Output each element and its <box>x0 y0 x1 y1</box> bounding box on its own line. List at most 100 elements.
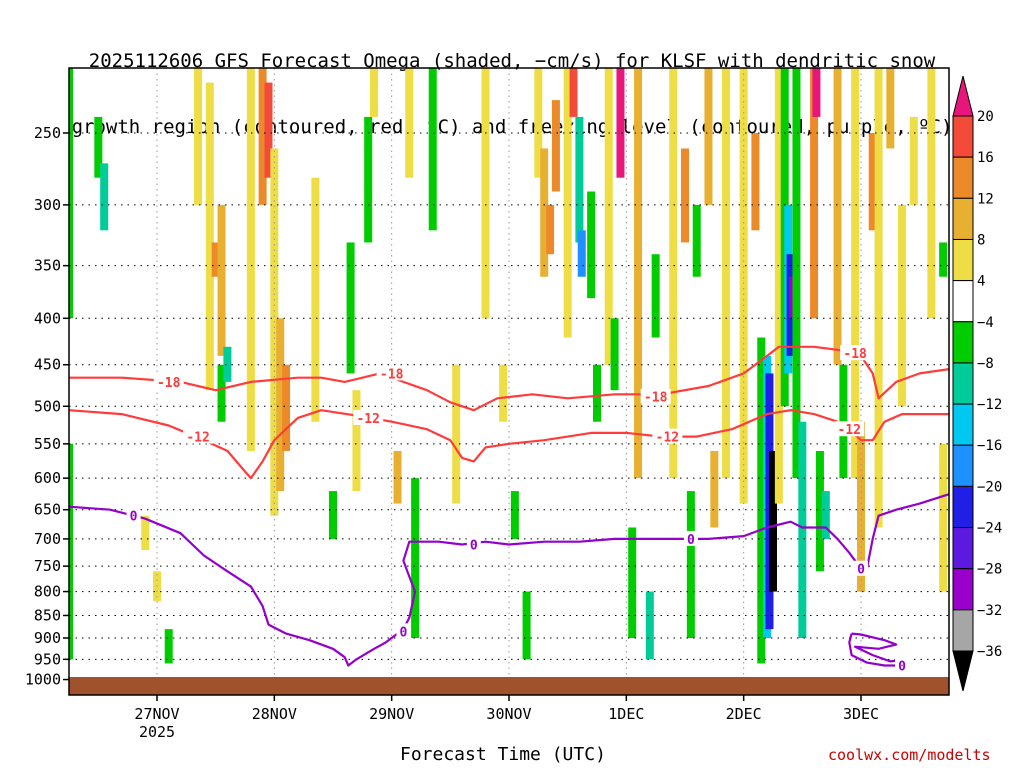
contour-label: -18 <box>843 347 867 362</box>
colorbar-label: −24 <box>977 521 1002 537</box>
omega-cell <box>810 68 819 319</box>
omega-cell <box>211 242 220 277</box>
colorbar-box <box>952 156 974 199</box>
omega-cell <box>69 443 73 660</box>
colorbar-label: 16 <box>977 150 994 166</box>
omega-cell <box>405 68 414 178</box>
contour-label-bg <box>683 530 698 546</box>
x-tick-label: 27NOV <box>134 705 179 723</box>
omega-cell <box>645 591 654 660</box>
y-tick-label: 600 <box>34 469 61 487</box>
omega-cell <box>551 100 560 192</box>
omega-cell <box>812 68 821 117</box>
y-tick-label: 950 <box>34 650 61 668</box>
colorbar-label: 8 <box>977 232 985 248</box>
colorbar-top-arrow <box>952 75 974 117</box>
y-tick-label: 250 <box>34 124 61 142</box>
contour-label: 0 <box>687 533 695 548</box>
colorbar-box <box>952 321 974 364</box>
omega-cell <box>792 68 801 479</box>
contour-label-bg <box>396 623 411 639</box>
y-tick-label: 500 <box>34 397 61 415</box>
colorbar-box <box>952 238 974 282</box>
omega-cell <box>223 346 232 382</box>
y-tick-label: 700 <box>34 530 61 548</box>
ground-band <box>69 677 949 695</box>
omega-cell <box>686 491 695 638</box>
omega-cell <box>909 116 918 205</box>
omega-cell <box>628 527 637 638</box>
contour-line-0 <box>848 632 909 667</box>
omega-cell <box>264 82 273 178</box>
contour-label: -18 <box>380 367 404 382</box>
contour-line--18 <box>69 345 949 412</box>
contour-label: -18 <box>644 391 668 406</box>
omega-cell <box>69 68 73 319</box>
contour-line-0 <box>69 493 949 667</box>
colorbar-label: −8 <box>977 356 994 372</box>
y-tick-label: 850 <box>34 606 61 624</box>
x-tick-label: 1DEC <box>608 705 644 723</box>
contour-label-layer: -18 -18 -18 -18 -12 -12 -12 -12 0 0 0 0 0 0 <box>126 345 910 674</box>
contour-label-bg <box>895 657 910 673</box>
omega-cell <box>722 68 731 479</box>
omega-cell <box>83 0 91 3</box>
omega-cell <box>364 116 373 243</box>
y-tick-label: 650 <box>34 501 61 519</box>
omega-cell <box>258 68 267 205</box>
contour-label: -12 <box>186 431 209 446</box>
omega-cell <box>927 68 936 319</box>
contour-label-bg <box>854 560 868 576</box>
colorbar-label: −20 <box>977 479 1002 495</box>
omega-cell <box>546 204 555 255</box>
omega-cell <box>704 68 713 205</box>
contour-label: -12 <box>656 431 679 446</box>
omega-cell <box>100 163 109 231</box>
contour-label-bg <box>652 428 683 444</box>
omega-cell <box>246 68 255 451</box>
omega-cell <box>428 68 437 231</box>
x-tick-label: 3DEC <box>843 705 879 723</box>
omega-cell <box>886 68 895 149</box>
colorbar-box <box>952 403 974 446</box>
omega-cell <box>939 443 948 592</box>
y-tick-label: 800 <box>34 583 61 601</box>
omega-cell <box>205 82 214 391</box>
contour-label: -12 <box>838 423 861 438</box>
omega-cell <box>411 478 420 638</box>
colorbar-label: 12 <box>977 191 994 207</box>
omega-cell <box>217 364 226 422</box>
colorbar: 20 16 12 8 4 −4 −8 −12 −16 −20 −24 −28 −32 −36 <box>952 75 1002 692</box>
contour-label: -12 <box>356 412 379 427</box>
omega-cell <box>563 68 572 338</box>
omega-cell <box>774 68 783 504</box>
y-axis: 250 300 350 400 450 500 550 600 650 700 750 800 850 9… <box>25 124 69 689</box>
omega-cell <box>681 148 689 243</box>
y-tick-label: 1000 <box>25 671 61 689</box>
x-tick-label: 30NOV <box>486 705 531 723</box>
omega-cell <box>194 68 203 205</box>
omega-cell <box>540 148 549 277</box>
contour-label-bg <box>466 536 481 552</box>
omega-cell <box>276 318 285 492</box>
y-tick-label: 400 <box>34 309 61 327</box>
y-tick-label: 900 <box>34 629 61 647</box>
omega-cell <box>692 204 701 277</box>
colorbar-box <box>952 609 974 652</box>
omega-cell <box>769 450 777 592</box>
colorbar-label: −36 <box>977 644 1002 660</box>
credit-link[interactable]: coolwx.com/modelts <box>828 746 991 764</box>
contour-label: 0 <box>130 510 138 525</box>
omega-cell <box>510 491 519 539</box>
colorbar-box <box>952 362 974 405</box>
y-tick-label: 550 <box>34 435 61 453</box>
omega-cell <box>610 318 619 391</box>
colorbar-box <box>952 444 974 487</box>
contour-label: 0 <box>898 659 906 674</box>
chart-title-line-1: 2025112606 GFS Forecast Omega (shaded, −… <box>88 50 936 72</box>
colorbar-label: −4 <box>977 315 994 331</box>
omega-cell <box>393 450 402 504</box>
omega-cell <box>217 204 226 356</box>
omega-cell <box>815 450 824 572</box>
x-tick-label: 29NOV <box>369 705 414 723</box>
